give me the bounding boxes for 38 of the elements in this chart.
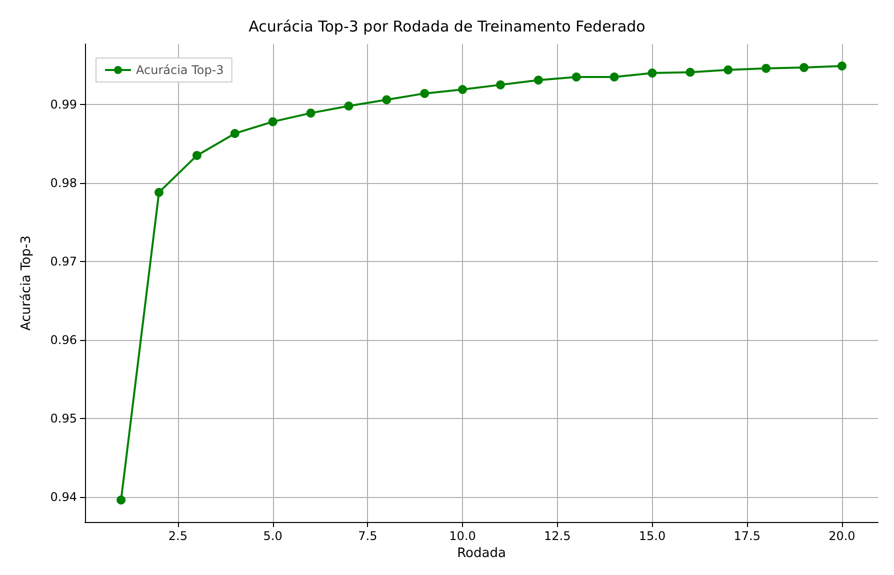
x-tick-label: 20.0	[828, 529, 856, 543]
point	[610, 72, 619, 82]
point	[154, 188, 164, 197]
y-tick-label: 0.97	[50, 254, 77, 268]
point	[572, 72, 581, 82]
chart-title: Acurácia Top-3 por Rodada de Treinamento Federado	[248, 18, 646, 36]
point	[837, 61, 846, 70]
point	[534, 76, 543, 85]
x-axis-title: Rodada	[457, 546, 506, 561]
point	[496, 80, 505, 90]
point	[686, 68, 695, 77]
point	[268, 117, 278, 126]
legend-label: Acurácia Top-3	[136, 63, 224, 77]
point	[116, 496, 126, 505]
point	[648, 68, 657, 78]
point	[382, 95, 392, 104]
x-tick-label: 5.0	[263, 529, 282, 543]
y-tick-label: 0.98	[50, 176, 77, 190]
y-tick-label: 0.96	[50, 332, 77, 347]
point	[230, 128, 240, 138]
point	[306, 108, 316, 118]
point	[192, 150, 202, 160]
point	[762, 64, 771, 73]
y-tick-label: 0.99	[50, 97, 77, 112]
point	[458, 85, 468, 94]
x-tick-label: 2.5	[168, 529, 188, 543]
point	[344, 102, 354, 111]
x-tick-label: 17.5	[734, 529, 760, 543]
point	[800, 63, 809, 72]
point	[724, 65, 733, 74]
x-tick-label: 12.5	[544, 529, 571, 543]
x-tick-label: 7.5	[358, 529, 378, 543]
x-tick-label: 10.0	[449, 529, 476, 543]
y-tick-label: 0.95	[50, 411, 77, 426]
x-tick-label: 15.0	[638, 529, 666, 543]
point	[420, 88, 430, 98]
y-tick-label: 0.94	[50, 490, 77, 504]
y-axis-title: Acurácia Top-3	[19, 235, 34, 331]
